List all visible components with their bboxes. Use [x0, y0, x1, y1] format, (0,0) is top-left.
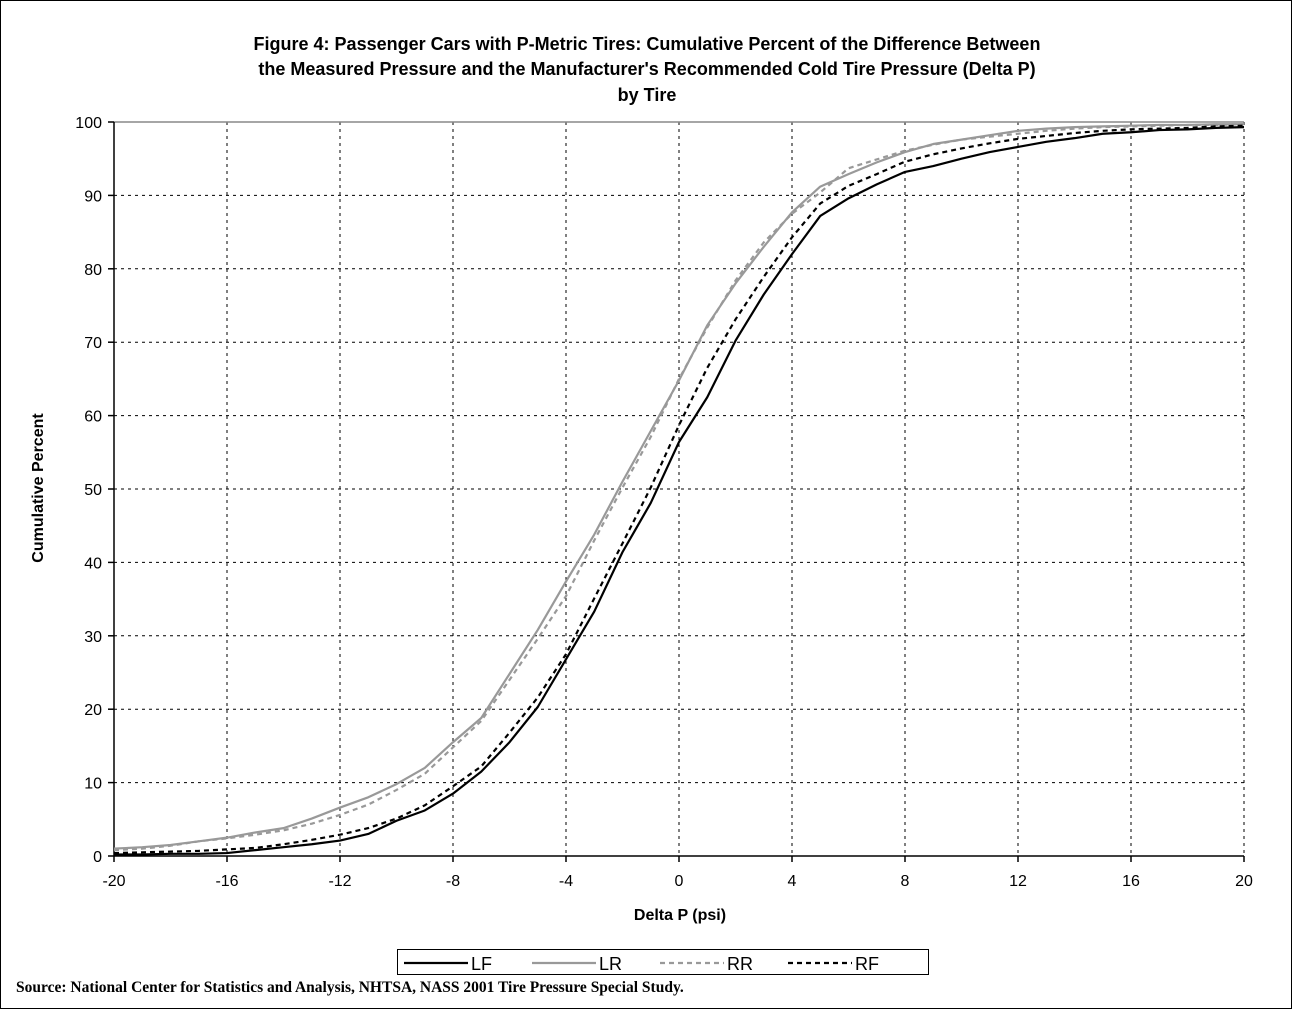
- x-tick-label: 16: [1122, 873, 1140, 890]
- grid-lines: [114, 121, 1245, 856]
- y-tick-label: 10: [84, 776, 102, 793]
- y-tick-label: 20: [84, 702, 102, 719]
- y-tick-label: 70: [84, 335, 102, 352]
- x-tick-label: 8: [901, 873, 910, 890]
- chart-title-line-2: the Measured Pressure and the Manufactur…: [258, 59, 1036, 79]
- y-tick-label: 40: [84, 555, 102, 572]
- legend-label-lr: LR: [599, 954, 622, 974]
- legend-label-rf: RF: [855, 954, 879, 974]
- x-tick-label: 0: [675, 873, 684, 890]
- x-axis-title: Delta P (psi): [634, 907, 726, 924]
- x-tick-label: -12: [328, 873, 351, 890]
- tick-labels: 0 10 20 30 40 50 60 70 80 90 100 -20 -16 -12 -8 -4 0 4 8 12…: [75, 115, 1253, 890]
- legend: LF LR RR RF: [397, 949, 929, 975]
- y-tick-label: 100: [75, 115, 102, 132]
- x-tick-label: 20: [1235, 873, 1253, 890]
- source-note: Source: National Center for Statistics a…: [16, 979, 684, 996]
- legend-entries: LF LR RR RF: [404, 954, 879, 974]
- x-tick-label: 4: [788, 873, 797, 890]
- y-axis-title: Cumulative Percent: [30, 413, 47, 563]
- series-lines: [113, 123, 1245, 856]
- legend-label-rr: RR: [727, 954, 753, 974]
- x-tick-label: 12: [1009, 873, 1027, 890]
- x-tick-label: -4: [559, 873, 573, 890]
- axes: [108, 121, 1245, 862]
- x-tick-label: -8: [446, 873, 460, 890]
- legend-label-lf: LF: [471, 954, 492, 974]
- y-tick-label: 90: [84, 188, 102, 205]
- y-tick-label: 60: [84, 409, 102, 426]
- y-tick-label: 50: [84, 482, 102, 499]
- x-tick-label: -20: [102, 873, 125, 890]
- y-tick-label: 0: [93, 849, 102, 866]
- x-tick-label: -16: [215, 873, 238, 890]
- chart-title-line-1: Figure 4: Passenger Cars with P-Metric T…: [253, 34, 1041, 54]
- y-tick-label: 30: [84, 629, 102, 646]
- series-line-rr: [113, 123, 1245, 852]
- series-line-lf: [114, 126, 1245, 856]
- y-tick-label: 80: [84, 262, 102, 279]
- chart-title-line-3: by Tire: [617, 85, 677, 105]
